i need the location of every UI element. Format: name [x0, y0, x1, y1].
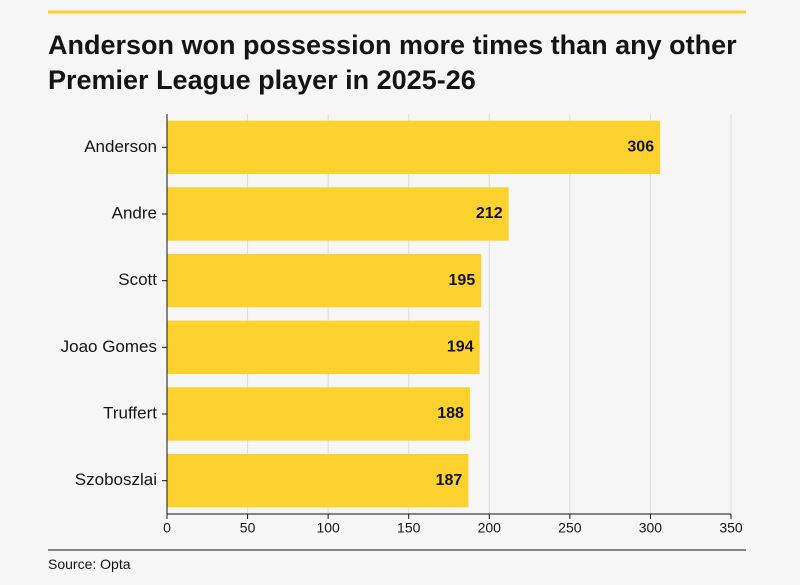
bar — [167, 387, 470, 441]
chart-title: Anderson won possession more times than … — [48, 30, 737, 95]
x-tick-label: 150 — [397, 520, 421, 536]
y-tick-label: Joao Gomes — [61, 337, 157, 356]
value-label: 188 — [437, 405, 464, 422]
value-label: 212 — [476, 205, 503, 222]
value-label: 187 — [436, 472, 463, 489]
x-tick-label: 250 — [558, 520, 582, 536]
bar — [167, 320, 480, 374]
y-tick-label: Anderson — [84, 137, 157, 156]
x-tick-label: 100 — [316, 520, 340, 536]
value-label: 194 — [447, 339, 474, 356]
x-tick-label: 200 — [478, 520, 502, 536]
y-tick-label: Scott — [118, 270, 157, 289]
x-tick-label: 50 — [240, 520, 256, 536]
x-tick-label: 350 — [719, 520, 743, 536]
x-tick-label: 300 — [639, 520, 663, 536]
value-label: 195 — [449, 272, 476, 289]
y-tick-label: Andre — [112, 203, 157, 222]
x-tick-label: 0 — [163, 520, 171, 536]
bar — [167, 120, 661, 174]
bar — [167, 254, 482, 308]
value-label: 306 — [627, 139, 654, 156]
source: Source: Opta — [48, 556, 131, 572]
y-tick-label: Szoboszlai — [75, 470, 157, 489]
bar — [167, 187, 509, 241]
bar — [167, 454, 469, 508]
y-tick-label: Truffert — [103, 403, 157, 422]
